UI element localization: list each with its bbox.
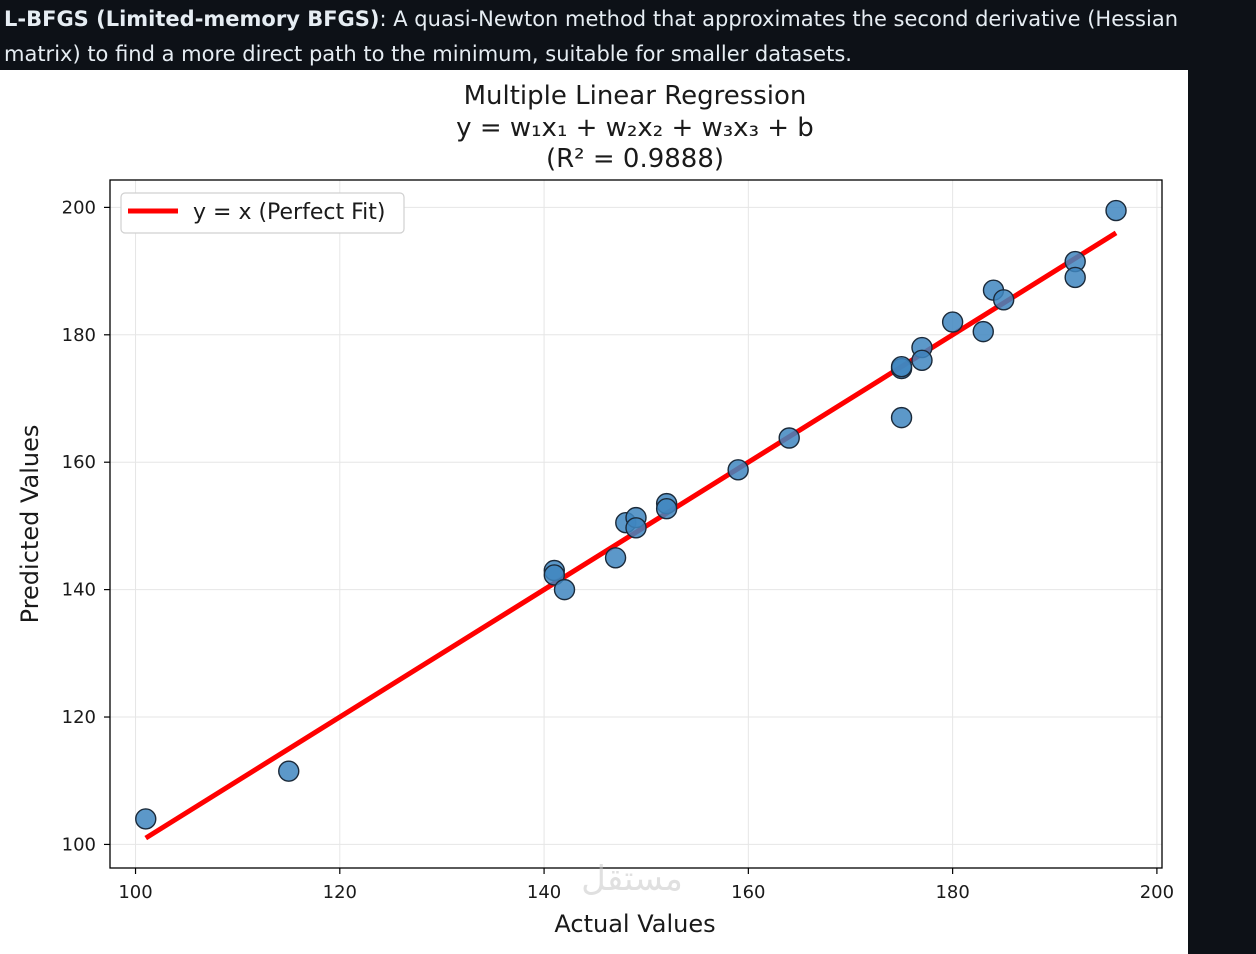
method-term: L-BFGS (Limited-memory BFGS) bbox=[4, 7, 380, 31]
method-description: : A quasi-Newton method that approximate… bbox=[4, 7, 1179, 66]
scatter-point bbox=[890, 355, 913, 378]
y-tick-label: 200 bbox=[62, 197, 96, 218]
y-axis-label: Predicted Values bbox=[16, 425, 44, 624]
intro-paragraph: L-BFGS (Limited-memory BFGS): A quasi-Ne… bbox=[4, 2, 1254, 72]
regression-scatter-chart: 100 120 140 160 180 200 100 120 140 160 180 200 Mul… bbox=[16, 81, 1174, 938]
scatter-point bbox=[1105, 199, 1127, 222]
x-tick-label: 100 bbox=[118, 882, 152, 903]
axis-ticks: 100 120 140 160 180 200 100 120 140 160 180 200 bbox=[62, 197, 1174, 903]
scatter-point bbox=[727, 459, 749, 481]
scatter-point bbox=[941, 311, 964, 333]
scatter-point bbox=[278, 760, 300, 782]
y-tick-label: 100 bbox=[62, 834, 96, 855]
x-tick-label: 120 bbox=[323, 882, 357, 903]
chart-title: Multiple Linear Regression bbox=[464, 81, 807, 111]
scatter-point bbox=[625, 517, 647, 539]
chart-figure: 100 120 140 160 180 200 100 120 140 160 180 200 Mul… bbox=[0, 70, 1188, 954]
scatter-point bbox=[655, 498, 678, 520]
x-axis-label: Actual Values bbox=[554, 910, 715, 938]
y-tick-label: 160 bbox=[62, 452, 96, 473]
scatter-point bbox=[1064, 266, 1086, 289]
scatter-point bbox=[890, 406, 913, 429]
x-tick-label: 140 bbox=[527, 882, 561, 903]
scatter-point bbox=[135, 808, 157, 830]
grid-lines bbox=[110, 180, 1162, 868]
y-tick-label: 120 bbox=[62, 707, 96, 728]
plot-area-frame bbox=[109, 179, 1163, 869]
legend-box bbox=[120, 192, 405, 234]
scatter-point bbox=[972, 320, 994, 343]
scatter-points bbox=[135, 199, 1127, 830]
watermark-text: مستقل bbox=[581, 859, 683, 899]
scatter-point bbox=[778, 427, 800, 449]
x-tick-label: 160 bbox=[731, 882, 765, 903]
scatter-point bbox=[911, 349, 933, 371]
legend-label: y = x (Perfect Fit) bbox=[193, 200, 385, 225]
scatter-point bbox=[992, 289, 1015, 311]
y-tick-label: 180 bbox=[62, 325, 96, 346]
chart-subtitle-equation: y = w₁x₁ + w₂x₂ + w₃x₃ + b bbox=[456, 113, 814, 143]
x-tick-label: 180 bbox=[935, 882, 969, 903]
scatter-point bbox=[553, 578, 576, 601]
scatter-point bbox=[604, 547, 627, 569]
scatter-point bbox=[543, 564, 565, 586]
x-tick-label: 200 bbox=[1140, 882, 1174, 903]
legend: y = x (Perfect Fit) bbox=[120, 192, 405, 234]
chart-subtitle-r2: (R² = 0.9888) bbox=[546, 144, 724, 174]
y-tick-label: 140 bbox=[62, 580, 96, 601]
